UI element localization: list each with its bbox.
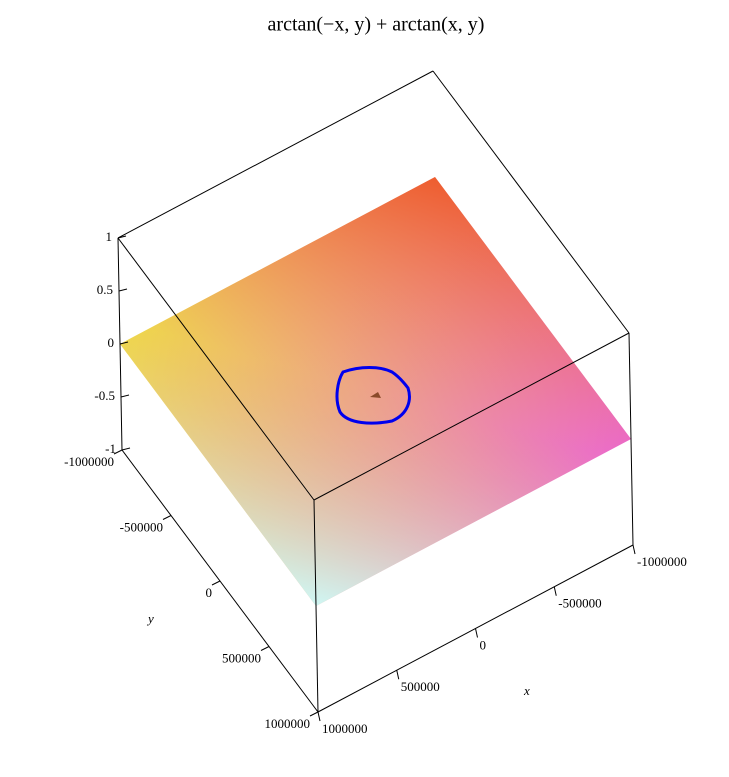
box-edge (432, 70, 630, 334)
y-tick-label: -500000 (120, 519, 163, 534)
z-tick-label: 0 (108, 335, 115, 350)
x-tick (475, 628, 478, 638)
annotation-circle (335, 366, 411, 425)
z-tick-label: 1 (106, 229, 113, 244)
z-tick (121, 447, 131, 451)
box-edge (117, 70, 434, 239)
z-tick-label: 0.5 (97, 282, 113, 297)
z-tick (117, 235, 127, 239)
y-tick (260, 646, 270, 651)
y-tick-label: 1000000 (265, 716, 311, 731)
x-tick-label: -500000 (558, 596, 601, 611)
box-edge (313, 332, 630, 501)
y-tick (113, 449, 123, 455)
y-tick (211, 580, 221, 586)
y-tick (162, 515, 172, 520)
center-marker (370, 392, 381, 398)
chart-title: arctan(−x, y) + arctan(x, y) (268, 14, 485, 36)
z-tick-label: -1 (105, 441, 116, 456)
z-tick (118, 288, 128, 292)
surface-shade (120, 177, 631, 606)
x-tick-label: 1000000 (322, 721, 368, 736)
z-tick-label: -0.5 (94, 388, 115, 403)
z-tick (120, 394, 130, 398)
x-axis-label: x (523, 683, 530, 698)
x-tick (396, 670, 400, 680)
x-tick-label: 500000 (401, 679, 440, 694)
y-tick (309, 711, 319, 717)
box-edge (117, 237, 315, 501)
x-tick (632, 544, 636, 555)
y-tick-label: 500000 (222, 650, 261, 665)
box-edge (313, 499, 319, 713)
x-tick (317, 711, 321, 722)
y-tick-label: -1000000 (64, 454, 114, 469)
y-tick-label: 0 (206, 585, 213, 600)
x-tick-label: 0 (480, 637, 487, 652)
x-tick (553, 586, 557, 596)
z-tick (119, 341, 129, 345)
x-tick-label: -1000000 (637, 554, 687, 569)
box-edge (628, 332, 634, 546)
y-axis-label: y (146, 611, 154, 626)
surface-layer (120, 177, 631, 606)
